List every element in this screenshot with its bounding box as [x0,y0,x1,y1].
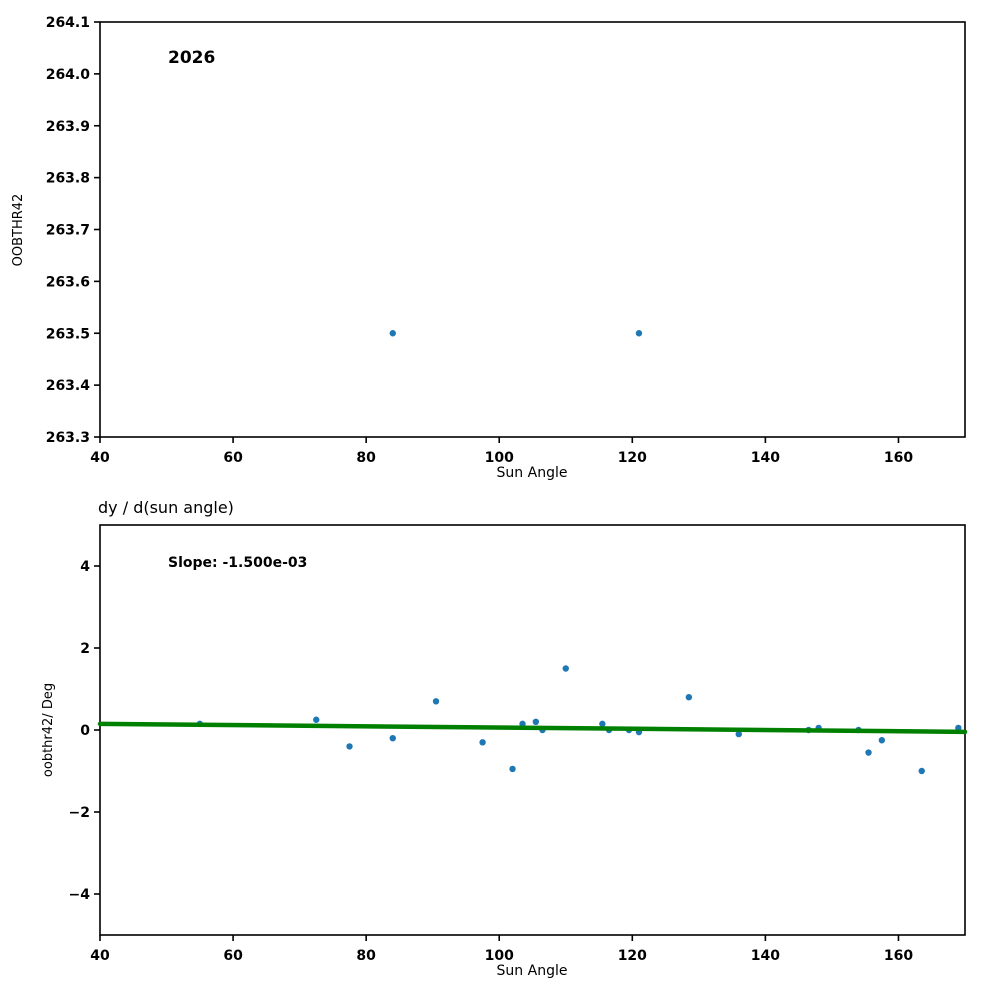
y-tick-label: 4 [80,559,90,575]
x-tick-label: 160 [884,948,913,964]
x-tick-label: 40 [90,948,110,964]
x-tick-label: 80 [356,450,376,466]
data-point [532,718,540,725]
x-tick-label: 120 [618,948,647,964]
y-tick-label: 0 [80,723,90,739]
x-tick-label: 140 [751,948,780,964]
data-point [735,730,742,738]
data-point [346,743,353,750]
y-tick-label: −2 [69,805,90,821]
data-point [878,737,886,744]
data-point [389,330,396,337]
data-point [313,716,320,723]
data-point [918,767,925,775]
y-tick-label: 264.0 [46,67,91,83]
y-tick-label: 2 [80,641,90,657]
x-tick-label: 80 [356,948,376,964]
x-tick-label: 140 [751,450,780,466]
data-point [562,665,569,672]
y-tick-label: 263.9 [46,119,90,135]
y-axis-label: OOBTHR42 [11,194,26,267]
data-point [509,765,516,773]
y-tick-label: 263.6 [46,274,90,290]
annotation-label: Slope: -1.500e-03 [168,555,307,571]
subplot-title: dy / d(sun angle) [98,498,234,517]
data-point [479,739,486,746]
x-tick-label: 100 [485,450,514,466]
data-point [685,694,693,701]
x-tick-label: 100 [485,948,514,964]
data-point [519,720,526,728]
x-tick-label: 120 [618,450,647,466]
data-point [599,720,606,728]
data-point [389,735,396,742]
data-point [635,330,643,337]
data-point [865,749,872,756]
data-point [432,698,440,705]
y-axis-label: oobthr42/ Deg [41,683,56,777]
x-axis-label: Sun Angle [497,465,568,481]
y-tick-label: −4 [69,887,91,903]
x-tick-label: 60 [223,450,243,466]
x-axis-label: Sun Angle [497,963,568,979]
y-tick-label: 263.5 [46,326,90,342]
axes-frame [99,21,966,438]
x-tick-label: 160 [884,450,913,466]
x-tick-label: 60 [223,948,243,964]
subplot-0: 40 60 80 100 120 140 160 263.3 263.4 263.5 263.6 26… [11,15,966,481]
y-tick-label: 264.1 [46,15,90,31]
y-tick-label: 263.8 [46,171,90,187]
trend-line [97,721,968,735]
y-tick-label: 263.3 [46,430,90,446]
subplot-1: 40 60 80 100 120 140 160 −4 −2 0 2 4 Slope: -1.500e-… [41,498,968,979]
annotation-label: 2026 [168,48,215,68]
y-tick-label: 263.4 [46,378,91,394]
y-tick-label: 263.7 [46,223,90,239]
x-tick-label: 40 [90,450,110,466]
